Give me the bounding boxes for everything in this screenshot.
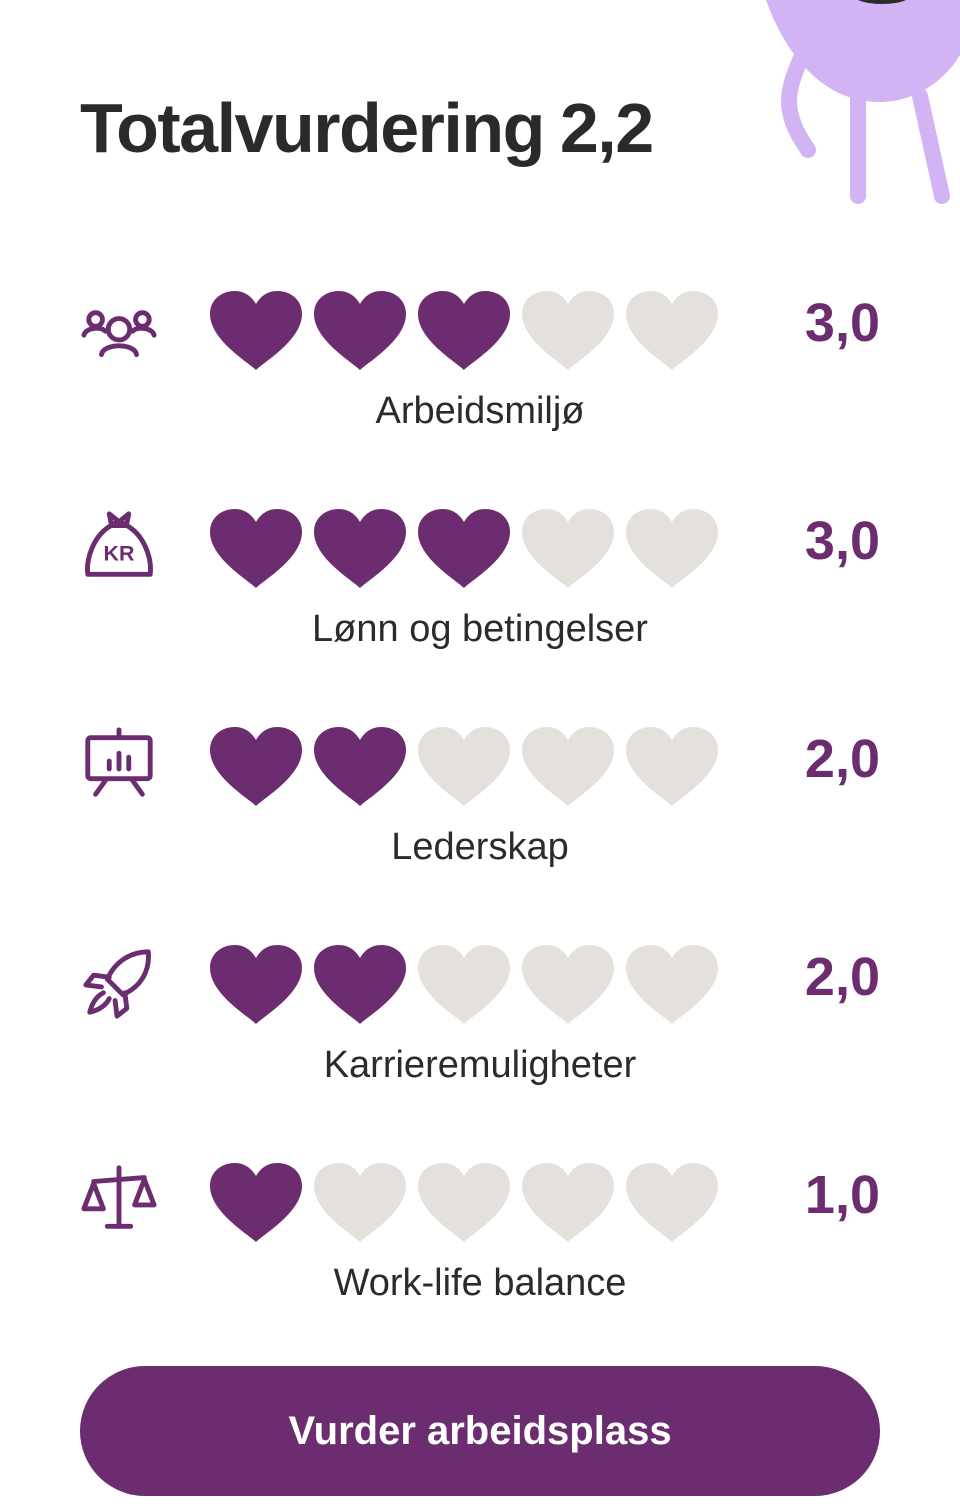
heart-empty-icon <box>522 291 614 370</box>
presentation-board-icon <box>85 727 153 797</box>
rating-row-karriere: 2,0 Karrieremuligheter <box>0 944 960 1114</box>
heart-filled-icon <box>418 509 510 588</box>
title-text: Totalvurdering <box>80 89 545 167</box>
rating-value: 2,0 <box>804 729 880 789</box>
heart-empty-icon <box>522 1163 614 1242</box>
rating-label: Arbeidsmiljø <box>375 390 585 432</box>
heart-rating <box>208 944 728 1026</box>
heart-filled-icon <box>314 727 406 806</box>
heart-filled-icon <box>210 291 302 370</box>
rating-row-arbeidsmiljo: 3,0 Arbeidsmiljø <box>0 290 960 460</box>
total-score: 2,2 <box>559 89 654 167</box>
rating-row-work-life: 1,0 Work-life balance <box>0 1162 960 1332</box>
heart-rating <box>208 290 728 372</box>
heart-empty-icon <box>418 727 510 806</box>
heart-filled-icon <box>210 727 302 806</box>
heart-empty-icon <box>626 509 718 588</box>
rocket-icon <box>83 949 151 1019</box>
rating-label: Lønn og betingelser <box>312 608 648 650</box>
rating-value: 3,0 <box>804 293 880 353</box>
heart-filled-icon <box>210 945 302 1024</box>
heart-filled-icon <box>314 509 406 588</box>
heart-empty-icon <box>522 509 614 588</box>
heart-empty-icon <box>418 945 510 1024</box>
balance-scale-icon <box>81 1165 157 1229</box>
people-group-icon <box>81 310 157 358</box>
rating-label: Lederskap <box>391 826 569 868</box>
page-title: Totalvurdering 2,2 <box>80 88 654 168</box>
rating-value: 2,0 <box>804 947 880 1007</box>
heart-rating <box>208 508 728 590</box>
heart-filled-icon <box>210 509 302 588</box>
heart-empty-icon <box>418 1163 510 1242</box>
mascot-illustration <box>766 0 960 204</box>
heart-filled-icon <box>314 945 406 1024</box>
heart-empty-icon <box>522 945 614 1024</box>
rating-label: Karrieremuligheter <box>323 1044 637 1086</box>
money-bag-kr-icon: KR <box>85 511 153 577</box>
rating-label: Work-life balance <box>333 1262 627 1304</box>
heart-rating <box>208 726 728 808</box>
heart-filled-icon <box>418 291 510 370</box>
rating-row-lederskap: 2,0 Lederskap <box>0 726 960 896</box>
heart-empty-icon <box>522 727 614 806</box>
heart-filled-icon <box>314 291 406 370</box>
heart-empty-icon <box>314 1163 406 1242</box>
rating-value: 3,0 <box>804 511 880 571</box>
svg-text:KR: KR <box>104 542 135 566</box>
heart-empty-icon <box>626 1163 718 1242</box>
heart-filled-icon <box>210 1163 302 1242</box>
heart-empty-icon <box>626 945 718 1024</box>
rating-value: 1,0 <box>804 1165 880 1225</box>
heart-empty-icon <box>626 727 718 806</box>
rate-workplace-button[interactable]: Vurder arbeidsplass <box>80 1366 880 1496</box>
rating-row-lonn: KR 3,0 Lønn og betingelser <box>0 508 960 678</box>
heart-rating <box>208 1162 728 1244</box>
heart-empty-icon <box>626 291 718 370</box>
